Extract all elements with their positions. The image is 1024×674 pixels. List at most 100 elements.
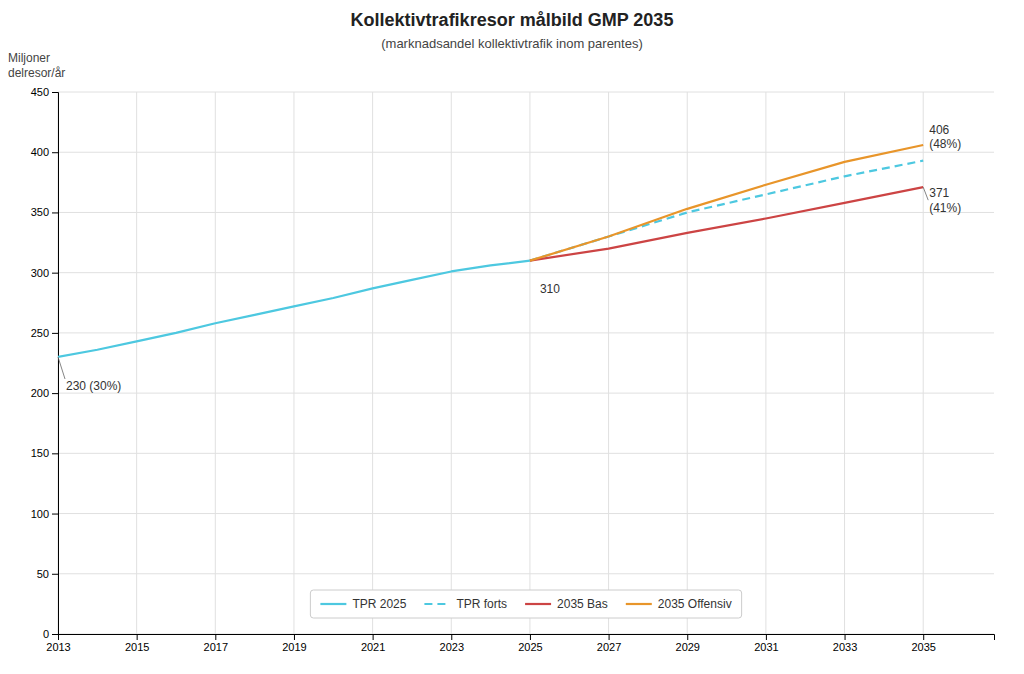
y-grid-line	[58, 92, 994, 93]
x-grid-line	[923, 92, 924, 634]
x-tick-label: 2035	[911, 641, 935, 653]
y-tick-mark	[52, 574, 58, 575]
y-tick: 100	[31, 508, 58, 520]
grid	[58, 92, 994, 634]
legend-label: 2035 Bas	[557, 597, 608, 611]
x-tick-mark	[609, 634, 610, 640]
x-tick-mark	[137, 634, 138, 640]
legend-label: 2035 Offensiv	[658, 597, 732, 611]
legend-box	[310, 590, 741, 618]
plot-area	[58, 145, 923, 357]
legend: TPR 2025TPR forts2035 Bas2035 Offensiv	[310, 590, 741, 618]
legend-label: TPR 2025	[352, 597, 406, 611]
x-tick-mark	[373, 634, 374, 640]
y-tick: 300	[31, 267, 58, 279]
x-axis-line	[59, 635, 995, 641]
y-tick-label: 250	[31, 327, 49, 339]
x-axis: 2013 2015 2017 2019 2021 2023 2025 2027 2029 2031…	[46, 634, 994, 653]
y-grid-line	[58, 332, 994, 333]
x-tick: 2013	[46, 634, 70, 653]
series-line	[530, 161, 923, 261]
y-tick-label: 0	[43, 628, 49, 640]
x-tick-mark	[687, 634, 688, 640]
y-tick: 150	[31, 447, 58, 459]
y-axis: 0 50 100 150 200 250 300 350 400 450	[31, 86, 59, 640]
x-tick-label: 2023	[440, 641, 464, 653]
y-tick-label: 100	[31, 508, 49, 520]
y-tick: 0	[43, 628, 58, 640]
x-tick-mark	[845, 634, 846, 640]
y-tick-mark	[52, 333, 58, 334]
legend-item: TPR 2025	[320, 597, 406, 611]
x-tick-label: 2019	[282, 641, 306, 653]
subtitle: (marknadsandel kollektivtrafik inom pare…	[381, 36, 643, 51]
y-tick-mark	[52, 212, 58, 213]
x-grid-line	[844, 92, 845, 634]
y-tick: 400	[31, 146, 58, 158]
x-grid-line	[136, 92, 137, 634]
y-grid-line	[58, 152, 994, 153]
legend-item: 2035 Offensiv	[626, 597, 732, 611]
y-tick: 350	[31, 206, 58, 218]
y-tick-label: 400	[31, 146, 49, 158]
x-grid-line	[529, 92, 530, 634]
x-tick-label: 2017	[204, 641, 228, 653]
y-tick-label: 300	[31, 267, 49, 279]
x-tick-mark	[215, 634, 216, 640]
series-line	[530, 187, 923, 260]
annotation-connector	[923, 187, 928, 200]
x-tick: 2029	[676, 634, 700, 653]
annotation: 310	[540, 282, 560, 296]
legend-swatch	[626, 603, 652, 605]
y-tick-label: 450	[31, 86, 49, 98]
y-axis-line	[52, 93, 59, 635]
y-tick: 450	[31, 86, 58, 98]
x-tick-mark	[923, 634, 924, 640]
x-tick: 2035	[911, 634, 935, 653]
x-grid-line	[372, 92, 373, 634]
y-grid-line	[58, 513, 994, 514]
y-grid-line	[58, 573, 994, 574]
x-tick: 2027	[597, 634, 621, 653]
annotations: 230 (30%)310406(48%)371(41%)	[58, 123, 961, 393]
y-axis-label: Miljoner	[8, 51, 50, 65]
y-axis-label: delresor/år	[8, 66, 65, 80]
x-tick-mark	[294, 634, 295, 640]
x-tick-label: 2033	[833, 641, 857, 653]
y-grid-line	[58, 393, 994, 394]
y-tick-label: 50	[37, 568, 49, 580]
x-grid-line	[215, 92, 216, 634]
chart: Kollektivtrafikresor målbild GMP 2035(ma…	[0, 0, 1024, 674]
x-tick-label: 2025	[518, 641, 542, 653]
x-tick: 2019	[282, 634, 306, 653]
y-tick-label: 350	[31, 206, 49, 218]
x-tick: 2023	[440, 634, 464, 653]
x-tick-label: 2021	[361, 641, 385, 653]
x-tick: 2017	[204, 634, 228, 653]
y-tick-mark	[52, 152, 58, 153]
y-tick-mark	[52, 273, 58, 274]
y-tick-mark	[52, 92, 58, 93]
series-line	[58, 261, 530, 357]
x-tick: 2021	[361, 634, 385, 653]
y-grid-line	[58, 453, 994, 454]
x-tick: 2015	[125, 634, 149, 653]
y-grid-line	[58, 212, 994, 213]
x-grid-line	[293, 92, 294, 634]
x-tick-label: 2013	[46, 641, 70, 653]
y-tick-mark	[52, 634, 58, 635]
series-line	[530, 145, 923, 261]
y-tick-mark	[52, 453, 58, 454]
x-grid-line	[608, 92, 609, 634]
legend-swatch	[525, 603, 551, 605]
legend-swatch	[320, 603, 346, 605]
y-tick: 200	[31, 387, 58, 399]
x-tick-label: 2031	[754, 641, 778, 653]
y-tick-mark	[52, 393, 58, 394]
y-tick-label: 200	[31, 387, 49, 399]
x-tick: 2025	[518, 634, 542, 653]
x-tick-label: 2015	[125, 641, 149, 653]
x-tick-mark	[451, 634, 452, 640]
y-tick-mark	[52, 514, 58, 515]
x-tick: 2031	[754, 634, 778, 653]
